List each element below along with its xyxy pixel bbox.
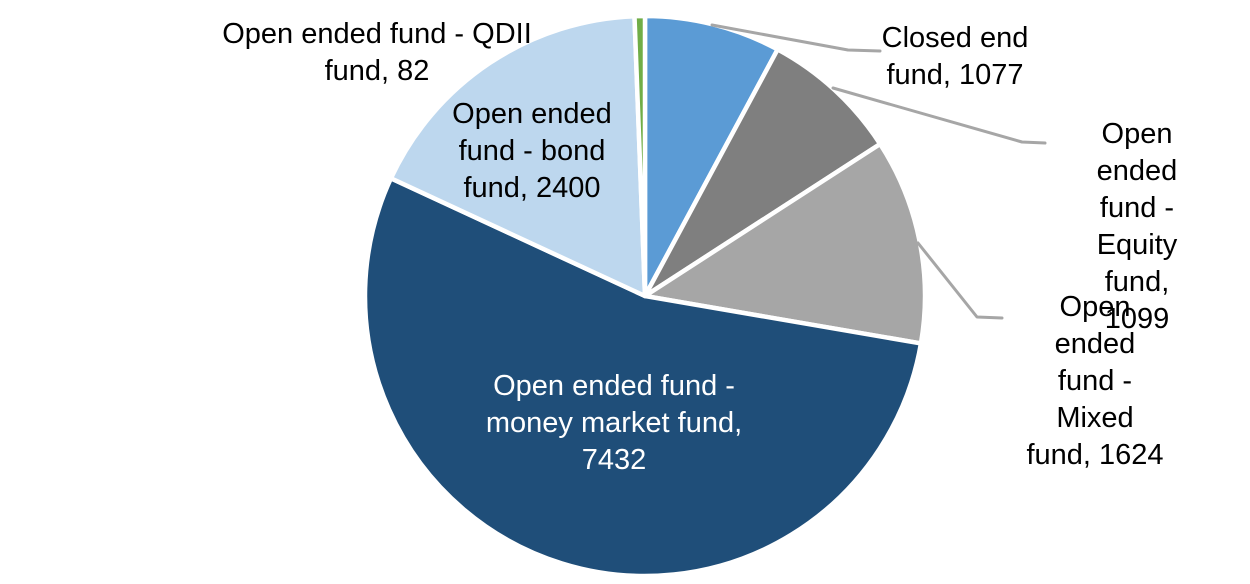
slice-label-open-ended-mixed-fund: Open ended fund - Mixed fund, 1624 [1026, 291, 1164, 471]
slice-label-open-ended-money-market-fund: Open ended fund - money market fund, 743… [485, 370, 743, 476]
pie-slice-open-ended-bond-fund [388, 13, 648, 299]
leader-line-closed-end-fund [710, 23, 882, 53]
leader-line-open-ended-mixed-fund [916, 241, 1004, 320]
slice-label-open-ended-equity-fund: Open ended fund - Equity fund, 1099 [1096, 118, 1178, 335]
slice-label-open-ended-qdii-fund: Open ended fund - QDII fund, 82 [222, 18, 532, 87]
pie-slice-open-ended-qdii-fund [632, 13, 648, 299]
pie-slice-open-ended-money-market-fund [362, 176, 924, 579]
leader-line-open-ended-equity-fund [831, 86, 1047, 145]
pie-slice-open-ended-equity-fund [642, 47, 883, 299]
slice-label-closed-end-fund: Closed end fund, 1077 [881, 22, 1029, 91]
slice-label-open-ended-bond-fund: Open ended fund - bond fund, 2400 [452, 98, 612, 204]
pie-slice-open-ended-mixed-fund [642, 141, 928, 346]
